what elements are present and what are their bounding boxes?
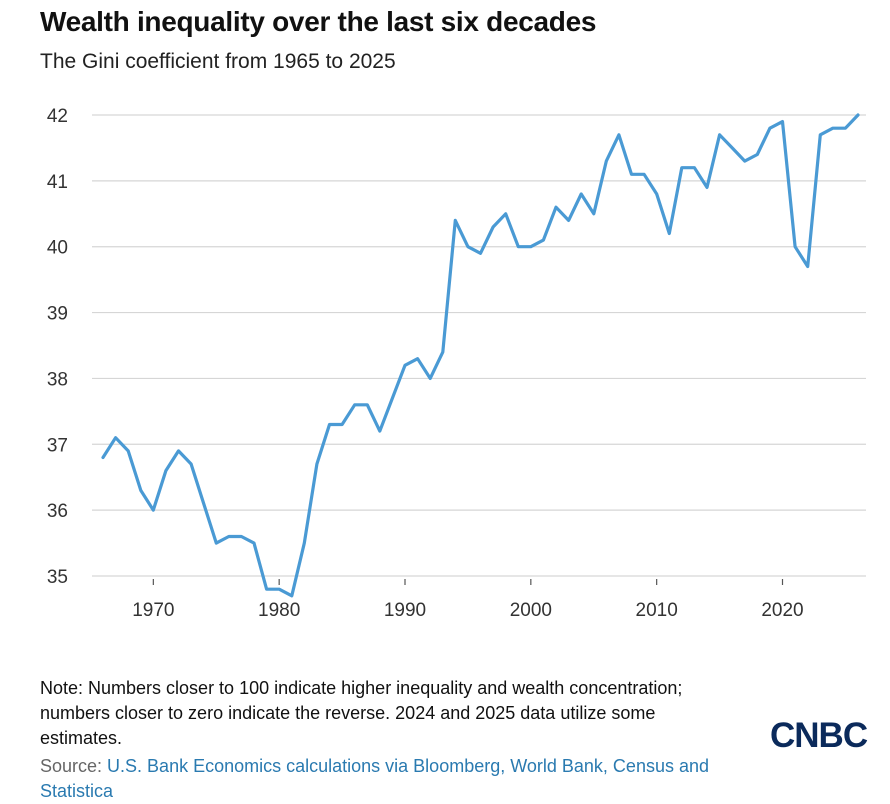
- x-axis: 1970 1980 1990 2000 2010 2020: [132, 579, 804, 621]
- cnbc-logo: CNBC: [770, 716, 868, 755]
- x-tick-label: 2020: [761, 600, 803, 621]
- chart-note: Note: Numbers closer to 100 indicate hig…: [40, 678, 683, 748]
- source-link[interactable]: U.S. Bank Economics calculations via Blo…: [40, 756, 710, 801]
- y-tick-label: 36: [47, 501, 68, 522]
- y-tick-label: 35: [47, 567, 68, 588]
- x-tick-label: 2000: [510, 600, 552, 621]
- y-tick-label: 37: [47, 435, 68, 456]
- chart-title: Wealth inequality over the last six deca…: [40, 6, 597, 37]
- x-tick-label: 1970: [132, 600, 174, 621]
- chart-source: Source: U.S. Bank Economics calculations…: [40, 754, 760, 804]
- series-layer: [101, 113, 860, 598]
- series-line-gini: [101, 113, 860, 598]
- line-chart: 35 36 37 38 39 40 41 42 1970 1980 1990 2000 2010 202…: [47, 106, 866, 621]
- gridlines: [92, 114, 866, 577]
- y-axis: 35 36 37 38 39 40 41 42: [47, 106, 68, 588]
- y-tick-label: 41: [47, 172, 68, 193]
- y-tick-label: 40: [47, 238, 68, 259]
- y-tick-label: 39: [47, 304, 68, 325]
- chart-subtitle: The Gini coefficient from 1965 to 2025: [40, 50, 396, 73]
- y-tick-label: 42: [47, 106, 68, 127]
- source-label: Source:: [40, 756, 108, 776]
- x-tick-label: 1980: [258, 600, 300, 621]
- y-tick-label: 38: [47, 369, 68, 390]
- x-tick-label: 2010: [636, 600, 678, 621]
- x-tick-label: 1990: [384, 600, 426, 621]
